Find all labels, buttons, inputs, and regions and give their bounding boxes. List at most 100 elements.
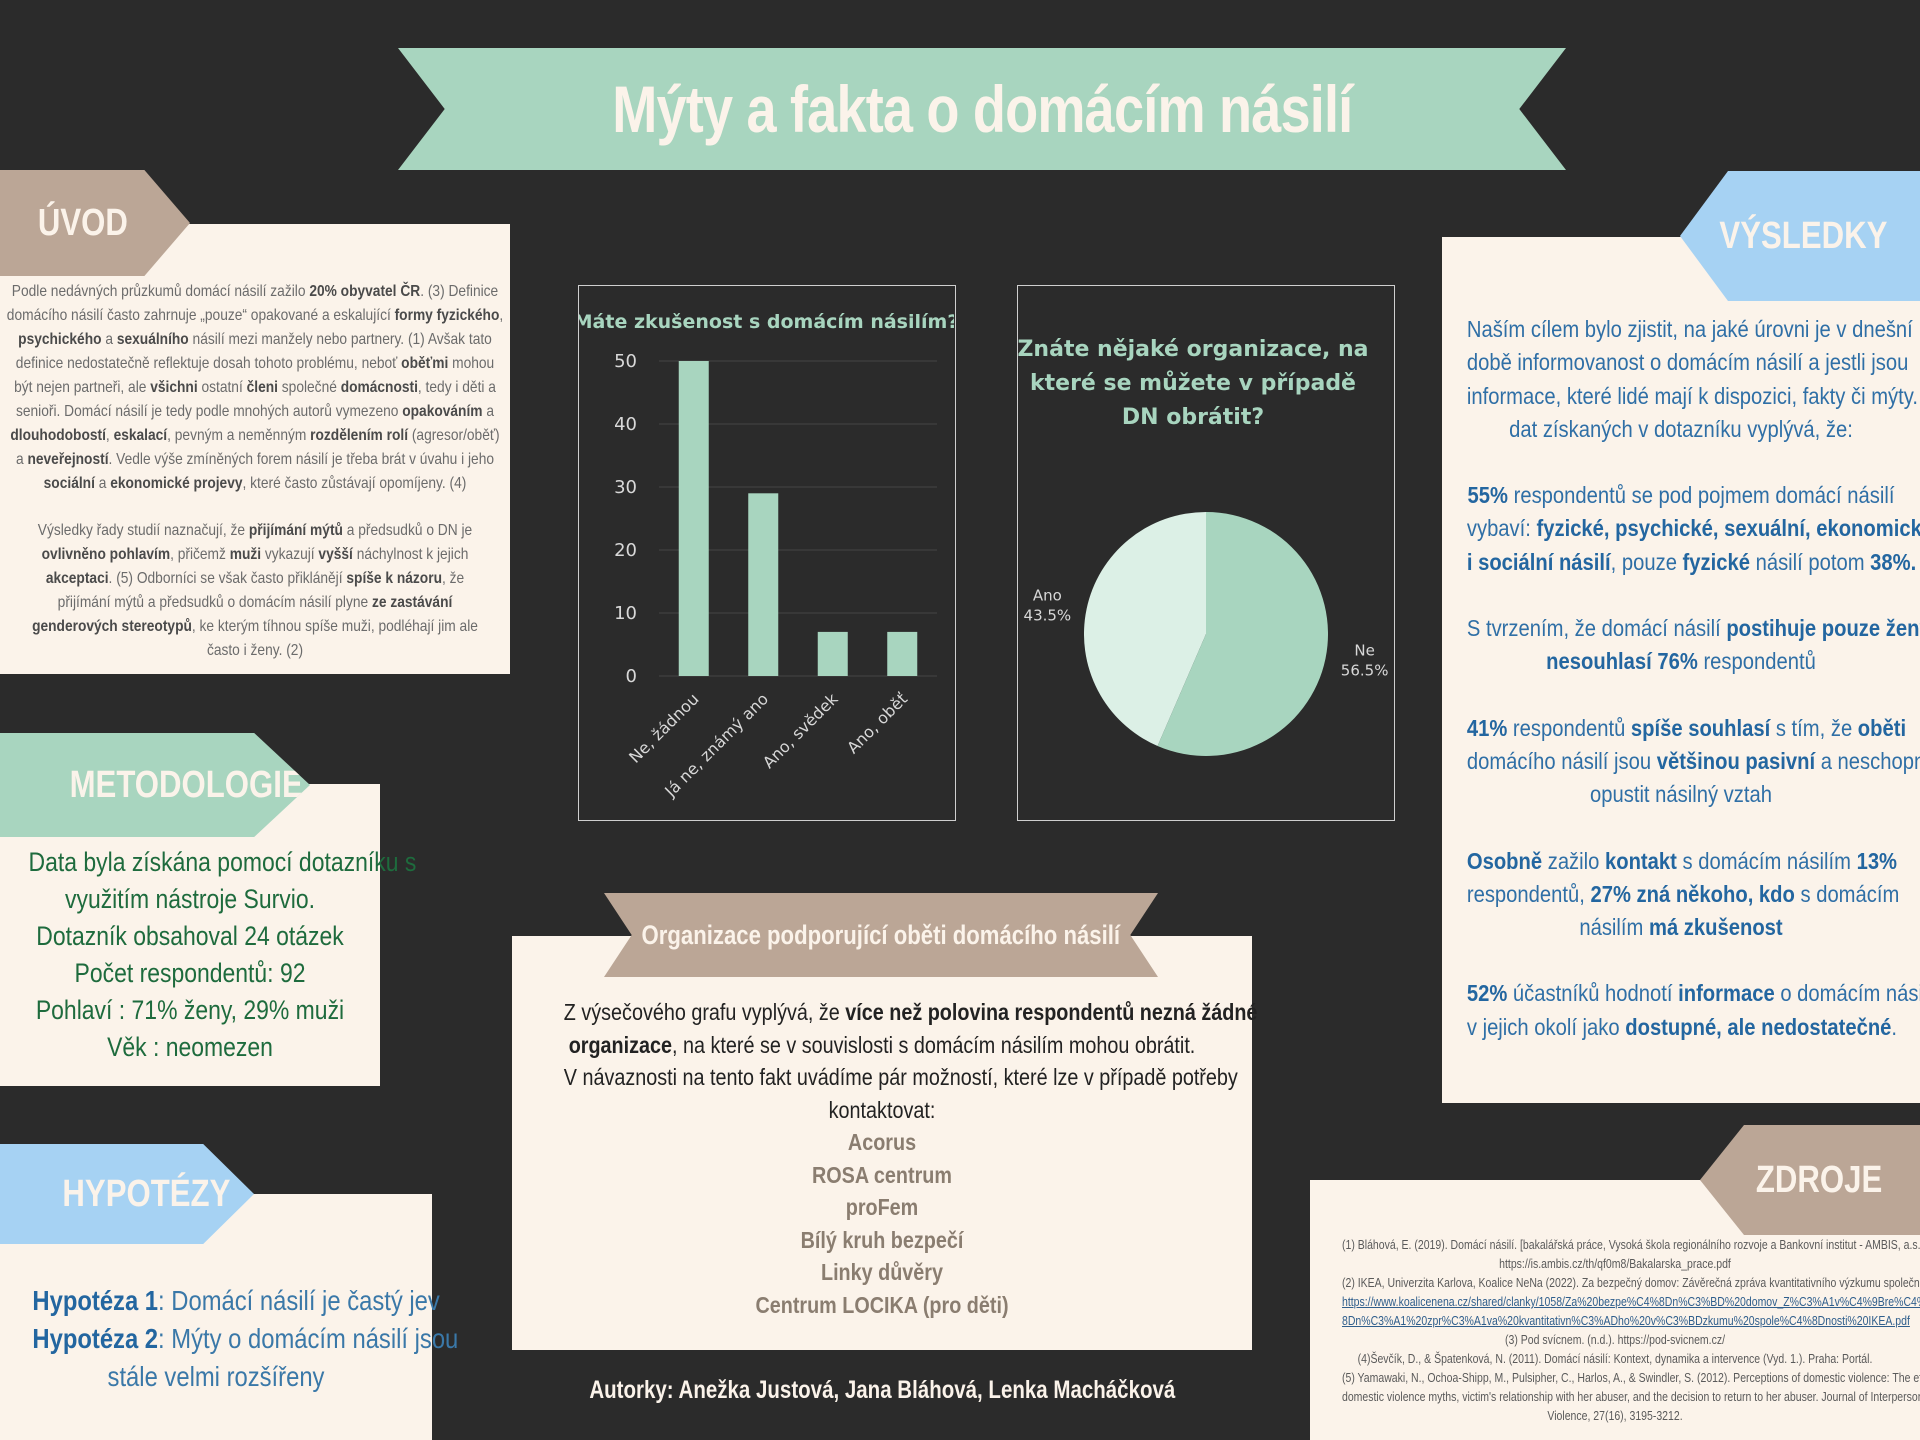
title-banner: Mýty a fakta o domácím násilí xyxy=(398,48,1566,170)
vysledky-line: 52% účastníků hodnotí informace o domácí… xyxy=(1466,980,1920,1007)
organization-item: ROSA centrum xyxy=(812,1161,952,1188)
organizace-heading-tag: Organizace podporující oběti domácího ná… xyxy=(604,893,1158,977)
vysledky-line: násilím má zkušenost xyxy=(1579,914,1783,941)
reference-line: (1) Bláhová, E. (2019). Domácí násilí. [… xyxy=(1342,1238,1920,1252)
hypotezy-heading-tag: HYPOTÉZY xyxy=(0,1144,254,1244)
authors: Autorky: Anežka Justová, Jana Bláhová, L… xyxy=(512,1376,1252,1405)
vysledky-text: Naším cílem bylo zjistit, na jaké úrovni… xyxy=(1432,313,1920,1044)
metodologie-line: Věk : neomezen xyxy=(107,1032,273,1062)
organization-item: Acorus xyxy=(847,1129,917,1155)
vysledky-line: respondentů, 27% zná někoho, kdo s domác… xyxy=(1466,880,1900,907)
organizace-intro-line: organizace, na které se v souvislosti s … xyxy=(568,1031,1196,1058)
reference-line: domestic violence myths, victim's relati… xyxy=(1342,1390,1920,1404)
metodologie-heading: METODOLOGIE xyxy=(69,763,303,806)
organizace-intro-line: V návaznosti na tento fakt uvádíme pár m… xyxy=(563,1064,1238,1090)
bar-chart-box: Máte zkušenost s domácím násilím? 0 10 20 30… xyxy=(574,285,959,821)
bar xyxy=(748,493,779,676)
organizace-intro-line: kontaktovat: xyxy=(828,1096,936,1123)
reference-line: (5) Yamawaki, N., Ochoa-Shipp, M., Pulsi… xyxy=(1342,1371,1920,1385)
vysledky-line: opustit násilný vztah xyxy=(1590,781,1772,808)
reference-line[interactable]: https://www.koalicenena.cz/shared/clanky… xyxy=(1342,1295,1920,1309)
bar-chart-title: Máte zkušenost s domácím násilím? xyxy=(579,311,954,333)
metodologie-line: Pohlaví : 71% ženy, 29% muži xyxy=(35,995,345,1025)
y-tick-label: 40 xyxy=(614,414,637,435)
organization-item: Centrum LOCIKA (pro děti) xyxy=(755,1291,1009,1318)
zdroje-text: (1) Bláhová, E. (2019). Domácí násilí. [… xyxy=(1290,1236,1920,1426)
bar xyxy=(678,361,709,676)
pie-chart-title: které se můžete v případě xyxy=(1030,371,1356,396)
pie-chart-title: DN obrátit? xyxy=(1122,405,1264,430)
x-tick-label: Ne, žádnou xyxy=(625,689,702,766)
page-title: Mýty a fakta o domácím násilí xyxy=(611,72,1353,146)
vysledky-panel: Naším cílem bylo zjistit, na jaké úrovni… xyxy=(1442,237,1920,1103)
pie-chart-box: Znáte nějaké organizace, na které se může… xyxy=(1017,285,1395,821)
pie-chart-title: Znáte nějaké organizace, na xyxy=(1018,337,1369,362)
vysledky-heading-tag: VÝSLEDKY xyxy=(1680,171,1920,301)
hypothesis-line: Hypotéza 1: Domácí násilí je častý jev xyxy=(32,1285,440,1316)
bar xyxy=(817,631,848,676)
metodologie-line: využitím nástroje Survio. xyxy=(64,884,315,914)
y-tick-label: 0 xyxy=(626,666,637,687)
uvod-text: Podle nedávných průzkumů domácí násilí z… xyxy=(3,280,507,686)
reference-line: Violence, 27(16), 3195-3212. xyxy=(1547,1409,1683,1423)
organizace-intro-line: Z výsečového grafu vyplývá, že více než … xyxy=(563,999,1258,1025)
organizace-panel: Z výsečového grafu vyplývá, že více než … xyxy=(512,936,1258,1350)
hypothesis-line: Hypotéza 2: Mýty o domácím násilí jsou xyxy=(32,1323,459,1354)
bar xyxy=(887,631,918,676)
uvod-heading: ÚVOD xyxy=(37,201,128,244)
hypothesis-line: stále velmi rozšířeny xyxy=(107,1361,325,1392)
vysledky-line: Naším cílem bylo zjistit, na jaké úrovni… xyxy=(1466,316,1913,342)
reference-line: (4)Ševčík, D., & Špatenková, N. (2011). … xyxy=(1357,1352,1873,1366)
hypotezy-text: Hypotéza 1: Domácí násilí je častý jev Hy… xyxy=(0,1282,459,1396)
organizace-text: Z výsečového grafu vyplývá, že více než … xyxy=(512,996,1258,1321)
x-tick-label: Ano, oběť xyxy=(843,689,911,757)
vysledky-line: dat získaných v dotazníku vyplývá, že: xyxy=(1509,415,1853,442)
y-tick-label: 20 xyxy=(614,540,637,561)
pie-value-label: 43.5% xyxy=(1024,606,1072,624)
metodologie-line: Počet respondentů: 92 xyxy=(74,958,306,988)
vysledky-line: vybaví: fyzické, psychické, sexuální, ek… xyxy=(1466,515,1920,542)
pie-label: Ano xyxy=(1033,586,1062,604)
zdroje-heading: ZDROJE xyxy=(1755,1158,1883,1201)
uvod-paragraph-1: Podle nedávných průzkumů domácí násilí z… xyxy=(6,283,504,492)
y-tick-label: 30 xyxy=(614,477,637,498)
hypotezy-heading: HYPOTÉZY xyxy=(62,1172,231,1215)
zdroje-heading-tag: ZDROJE xyxy=(1700,1125,1920,1235)
metodologie-line: Data byla získána pomocí dotazníku s xyxy=(28,847,417,877)
reference-line: (3) Pod svícnem. (n.d.). https://pod-svi… xyxy=(1504,1333,1726,1347)
uvod-paragraph-2: Výsledky řady studií naznačují, že přijí… xyxy=(32,522,478,659)
vysledky-line: informace, které lidé mají k dispozici, … xyxy=(1466,382,1920,409)
organization-item: Bílý kruh bezpečí xyxy=(800,1226,964,1253)
pie-value-label: 56.5% xyxy=(1341,662,1389,680)
vysledky-heading: VÝSLEDKY xyxy=(1719,214,1888,257)
uvod-panel: Podle nedávných průzkumů domácí násilí z… xyxy=(0,224,510,674)
reference-line[interactable]: 8Dn%C3%A1%20zpr%C3%A1va%20kvantitativn%C… xyxy=(1342,1314,1910,1328)
vysledky-line: v jejich okolí jako dostupné, ale nedost… xyxy=(1466,1013,1898,1040)
vysledky-line: době informovanost o domácím násilí a je… xyxy=(1466,349,1909,376)
vysledky-line: nesouhlasí 76% respondentů xyxy=(1546,648,1816,675)
organization-item: proFem xyxy=(845,1194,919,1220)
metodologie-line: Dotazník obsahoval 24 otázek xyxy=(36,921,344,951)
pie-chart: Znáte nějaké organizace, na které se může… xyxy=(1017,337,1389,756)
y-tick-label: 10 xyxy=(614,603,637,624)
authors-text: Autorky: Anežka Justová, Jana Bláhová, L… xyxy=(589,1376,1175,1404)
metodologie-text: Data byla získána pomocí dotazníku s využ… xyxy=(0,844,417,1066)
organizace-heading: Organizace podporující oběti domácího ná… xyxy=(641,919,1121,950)
pie-label: Ne xyxy=(1354,642,1374,660)
x-tick-label: Ano, svědek xyxy=(759,689,842,772)
vysledky-line: domácího násilí jsou většinou pasivní a … xyxy=(1466,747,1920,774)
reference-line: (2) IKEA, Univerzita Karlova, Koalice Ne… xyxy=(1342,1276,1920,1290)
uvod-heading-tag: ÚVOD xyxy=(0,170,190,276)
pie-slice xyxy=(1084,512,1206,746)
reference-line: https://is.ambis.cz/th/qf0m8/Bakalarska_… xyxy=(1499,1257,1731,1271)
pie-slice xyxy=(1157,512,1328,756)
vysledky-line: 55% respondentů se pod pojmem domácí nás… xyxy=(1467,482,1895,509)
organization-item: Linky důvěry xyxy=(820,1259,944,1285)
y-tick-label: 50 xyxy=(614,351,637,372)
vysledky-line: 41% respondentů spíše souhlasí s tím, že… xyxy=(1466,714,1907,741)
metodologie-heading-tag: METODOLOGIE xyxy=(0,733,310,837)
bar-chart: Máte zkušenost s domácím násilím? 0 10 20 30… xyxy=(574,311,959,801)
vysledky-line: Osobně zažilo kontakt s domácím násilím … xyxy=(1466,847,1898,874)
vysledky-line: S tvrzením, že domácí násilí postihuje p… xyxy=(1466,615,1920,642)
vysledky-line: i sociální násilí, pouze fyzické násilí … xyxy=(1466,548,1917,575)
